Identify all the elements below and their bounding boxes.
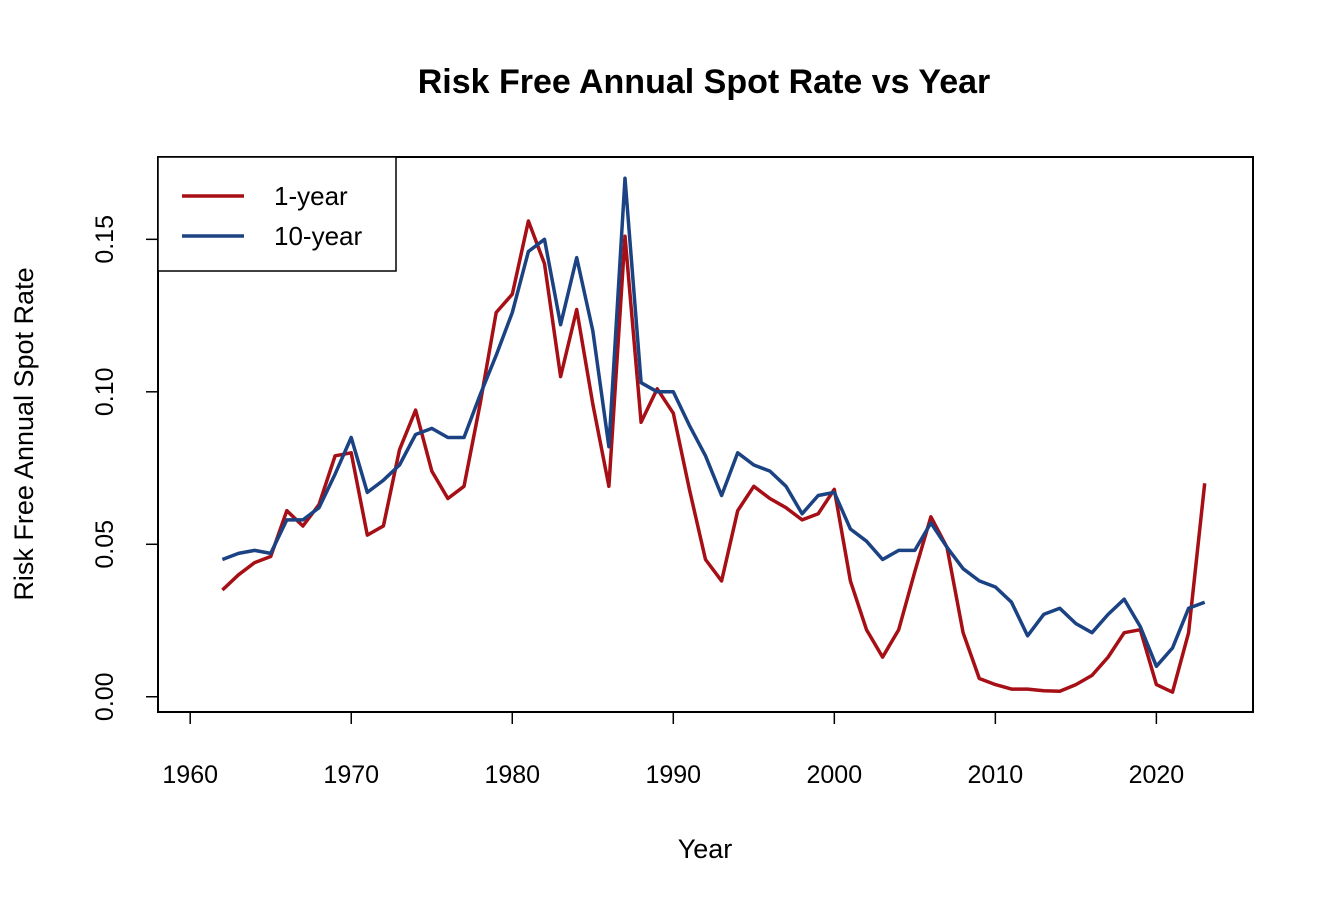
x-tick-label: 2010 xyxy=(968,761,1024,789)
legend-label-10-year: 10-year xyxy=(274,221,362,251)
x-tick-label: 2000 xyxy=(807,761,863,789)
x-axis: 1960 1970 1980 1990 2000 2010 2020 xyxy=(162,711,1185,789)
y-tick-label: 0.15 xyxy=(91,215,119,264)
chart-title: Risk Free Annual Spot Rate vs Year xyxy=(418,63,991,101)
series-line-10-year xyxy=(221,176,1206,669)
y-tick-label: 0.05 xyxy=(91,520,119,569)
legend-box xyxy=(157,156,397,272)
y-tick-label: 0.00 xyxy=(91,672,119,721)
x-tick-label: 1980 xyxy=(484,761,540,789)
y-tick-label: 0.10 xyxy=(91,367,119,416)
y-axis-label: Risk Free Annual Spot Rate xyxy=(9,267,39,600)
y-axis: 0.00 0.05 0.10 0.15 xyxy=(91,215,159,721)
legend-label-1-year: 1-year xyxy=(274,181,348,211)
x-tick-label: 1970 xyxy=(323,761,379,789)
x-tick-label: 2020 xyxy=(1129,761,1185,789)
x-tick-label: 1990 xyxy=(645,761,701,789)
x-axis-label: Year xyxy=(678,834,733,864)
x-tick-label: 1960 xyxy=(162,761,218,789)
legend: 1-year 10-year xyxy=(157,156,397,272)
series-layer xyxy=(221,176,1207,694)
series-line-1-year xyxy=(221,219,1207,694)
